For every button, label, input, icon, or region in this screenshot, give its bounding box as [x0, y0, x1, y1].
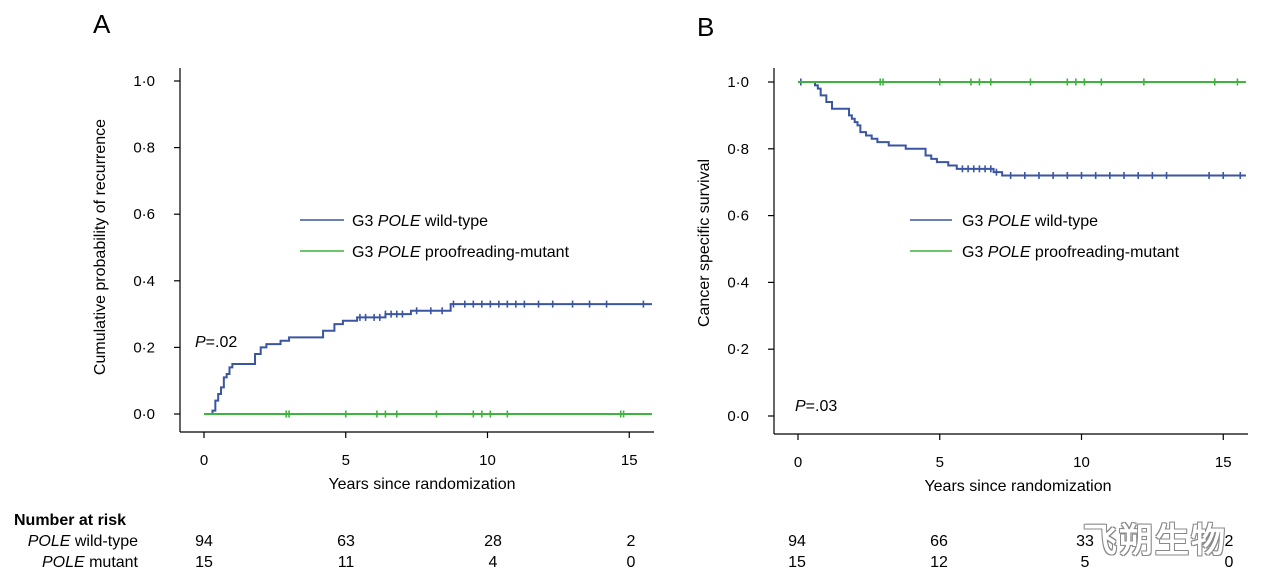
risk-cell-b: 66: [930, 533, 948, 550]
panel-b-y-tick-label: 0·4: [727, 274, 749, 291]
panel-a-y-tick-label: 0·0: [133, 406, 155, 423]
panel-b-p-value: P=.03: [795, 398, 837, 415]
panel-b-y-ticks: 0·0 0·2 0·4 0·6 0·8 1·0: [727, 74, 774, 425]
panel-a-x-tick-label: 0: [200, 452, 208, 469]
risk-cell-b: 33: [1076, 533, 1094, 550]
panel-a-legend: G3 POLE wild-type G3 POLE proofreading-m…: [300, 213, 570, 261]
panel-b-x-tick-label: 15: [1215, 454, 1232, 471]
watermark: 飞朔生物: [1083, 521, 1227, 561]
panel-a-series-line-wild-type: [204, 303, 652, 415]
panel-a-x-ticks: 0 5 10 15: [200, 432, 638, 469]
panel-b-series-line-wild-type: [798, 81, 1246, 177]
panel-b-y-tick-label: 0·2: [727, 341, 749, 358]
panel-a-p-value: P=.02: [195, 334, 237, 351]
risk-cell-b: 12: [930, 554, 948, 571]
risk-cell-b: 15: [788, 554, 806, 571]
risk-cell-a: 4: [489, 554, 498, 571]
panel-b-x-ticks: 0 5 10 15: [794, 434, 1232, 471]
risk-cells: 94 63 28 2 94 66 33 2 15 11 4 0 15 12 5 0: [195, 533, 1233, 571]
risk-cell-b: 2: [1225, 533, 1234, 550]
panel-a-y-tick-label: 0·4: [133, 273, 155, 290]
panel-b-x-label: Years since randomization: [924, 478, 1111, 495]
panel-a-x-tick-label: 10: [479, 452, 496, 469]
risk-cell-a: 11: [338, 554, 355, 571]
risk-cell-a: 94: [195, 533, 213, 550]
risk-cell-a: 63: [337, 533, 355, 550]
risk-cell-a: 15: [195, 554, 213, 571]
panel-b-series: [798, 78, 1246, 180]
panel-b-x-tick-label: 5: [936, 454, 944, 471]
panel-a-x-label: Years since randomization: [328, 476, 515, 493]
panel-a-y-label: Cumulative probability of recurrence: [92, 119, 109, 375]
panel-a-y-tick-label: 1·0: [133, 73, 155, 90]
risk-table: Number at risk POLE wild-type POLE mutan…: [14, 512, 1234, 571]
legend-label-mutant: G3 POLE proofreading-mutant: [962, 244, 1180, 261]
legend-label-mutant: G3 POLE proofreading-mutant: [352, 244, 570, 261]
panel-b-y-label: Cancer specific survival: [696, 159, 713, 327]
panel-a-y-tick-label: 0·8: [133, 140, 155, 157]
risk-cell-b: 0: [1225, 554, 1234, 571]
risk-cell-a: 0: [627, 554, 636, 571]
risk-cell-b: 94: [788, 533, 806, 550]
panel-b-x-tick-label: 10: [1073, 454, 1090, 471]
panel-b-y-tick-label: 1·0: [727, 74, 749, 91]
panel-a-x-tick-label: 5: [342, 452, 350, 469]
risk-cell-b: 5: [1081, 554, 1090, 571]
panel-a-letter: A: [93, 9, 111, 39]
panel-a: A 0·0 0·2 0·4 0·6 0·8 1·0 0 5 10 15 Years since …: [92, 9, 654, 493]
panel-b-y-tick-label: 0·8: [727, 141, 749, 158]
legend-label-wild-type: G3 POLE wild-type: [962, 213, 1098, 230]
panel-a-y-tick-label: 0·6: [133, 206, 155, 223]
panel-b-y-tick-label: 0·0: [727, 408, 749, 425]
risk-cell-a: 2: [627, 533, 636, 550]
panel-b-letter: B: [697, 12, 714, 42]
panel-a-y-ticks: 0·0 0·2 0·4 0·6 0·8 1·0: [133, 73, 180, 423]
panel-b-x-tick-label: 0: [794, 454, 802, 471]
risk-row-label-mutant: POLE mutant: [42, 554, 139, 571]
risk-cell-a: 28: [484, 533, 502, 550]
panel-b-legend: G3 POLE wild-type G3 POLE proofreading-m…: [910, 213, 1180, 261]
panel-b-y-tick-label: 0·6: [727, 208, 749, 225]
panel-a-x-tick-label: 15: [621, 452, 638, 469]
risk-row-label-wild-type: POLE wild-type: [28, 533, 138, 550]
panel-a-series: [204, 300, 652, 418]
panel-b: B 0·0 0·2 0·4 0·6 0·8 1·0 0 5 10 15 Years since …: [696, 12, 1248, 495]
panel-a-y-tick-label: 0·2: [133, 339, 155, 356]
legend-label-wild-type: G3 POLE wild-type: [352, 213, 488, 230]
risk-table-title: Number at risk: [14, 512, 126, 529]
